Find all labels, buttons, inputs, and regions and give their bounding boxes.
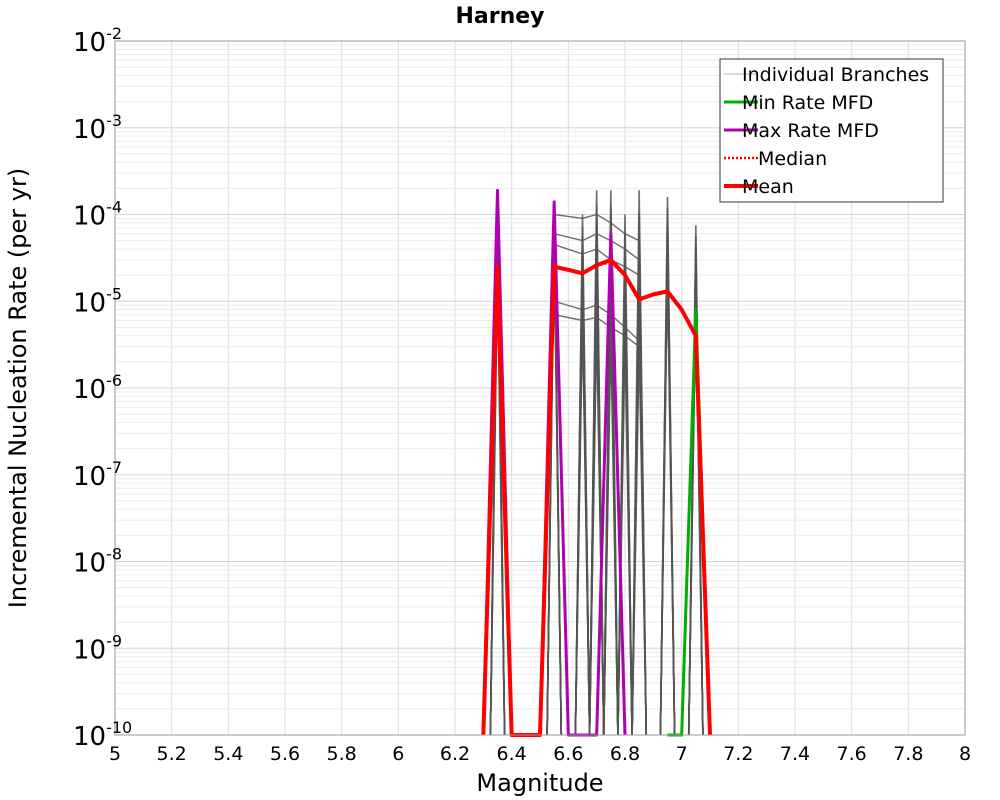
x-tick-label: 6.8 — [610, 743, 640, 765]
x-tick-label: 7.4 — [780, 743, 810, 765]
individual-branches — [489, 190, 704, 736]
x-tick-label: 7.8 — [893, 743, 923, 765]
branch-line — [659, 196, 676, 736]
chart-title: Harney — [455, 4, 544, 29]
branch-line — [631, 190, 648, 736]
x-tick-label: 6.2 — [440, 743, 470, 765]
x-tick-label: 5.6 — [270, 743, 300, 765]
x-tick-label: 7 — [676, 743, 688, 765]
y-axis-label: Incremental Nucleation Rate (per yr) — [4, 168, 32, 608]
branch-connector — [554, 232, 640, 261]
branch-line — [602, 190, 619, 736]
branch-connector — [553, 243, 640, 276]
x-axis-ticks: 5 5.2 5.4 5.6 5.8 6 6.2 6.4 6.6 6.8 7 7.2 7.4 7.6 7.8 8 — [109, 743, 971, 765]
branch-line — [574, 214, 591, 736]
branch-connector — [554, 213, 640, 242]
y-tick-label: 10-3 — [73, 111, 122, 145]
branch-connector — [553, 300, 640, 342]
legend: Individual Branches Min Rate MFD Max Rate … — [719, 58, 944, 203]
x-tick-label: 5.8 — [327, 743, 357, 765]
x-tick-label: 5 — [109, 743, 121, 765]
y-tick-label: 10-9 — [73, 631, 122, 665]
legend-label: Mean — [742, 176, 794, 198]
x-tick-label: 5.2 — [157, 743, 187, 765]
x-axis-label: Magnitude — [476, 769, 603, 797]
x-tick-label: 7.6 — [837, 743, 867, 765]
x-tick-label: 7.2 — [723, 743, 753, 765]
y-tick-label: 10-10 — [73, 718, 132, 752]
y-tick-label: 10-5 — [73, 284, 122, 318]
x-tick-label: 8 — [959, 743, 971, 765]
y-axis-ticks: 10-2 10-3 10-4 10-5 10-6 10-7 10-8 10-9 10-10 — [73, 24, 132, 752]
x-tick-label: 6.4 — [497, 743, 527, 765]
legend-label: Individual Branches — [742, 64, 929, 86]
x-tick-label: 6.6 — [553, 743, 583, 765]
y-tick-label: 10-7 — [73, 458, 122, 492]
y-tick-label: 10-8 — [73, 545, 122, 579]
legend-label: Median — [758, 148, 827, 170]
branch-line — [687, 225, 704, 736]
legend-label: Max Rate MFD — [742, 120, 879, 142]
branch-connector — [554, 314, 640, 348]
y-tick-label: 10-2 — [73, 24, 122, 58]
x-tick-label: 6 — [392, 743, 404, 765]
legend-label: Min Rate MFD — [742, 92, 873, 114]
y-tick-label: 10-4 — [73, 198, 122, 232]
plot-border — [114, 40, 966, 736]
x-tick-label: 5.4 — [213, 743, 243, 765]
y-tick-label: 10-6 — [73, 371, 122, 405]
